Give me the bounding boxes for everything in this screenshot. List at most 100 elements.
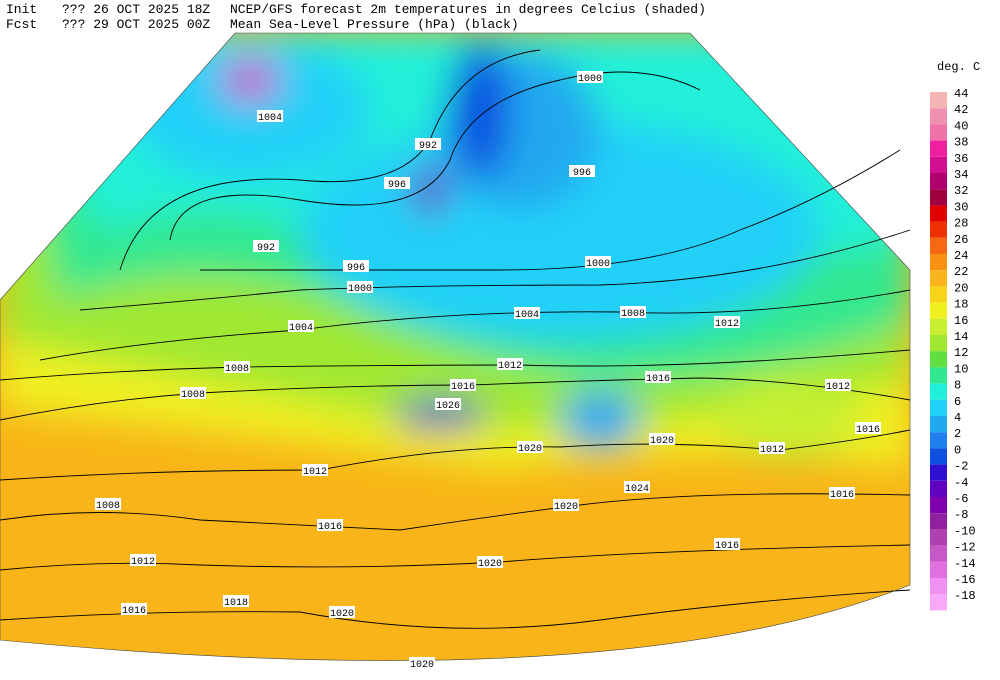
isobar-label: 992	[257, 243, 275, 254]
isobar-label-bg	[585, 256, 611, 268]
isobar-label-bg	[95, 498, 121, 510]
isobar-label-bg	[224, 361, 250, 373]
isobar-label: 1004	[515, 310, 539, 321]
legend-label: -14	[954, 557, 976, 571]
isobar-label: 1012	[303, 467, 327, 478]
isobar-labels: 1000 1004 992 996 996 992 996 1000 1000 1004 1004 1…	[95, 71, 881, 671]
isobar-label: 996	[573, 168, 591, 179]
isobar-label: 1016	[318, 522, 342, 533]
isobar-label-bg	[649, 433, 675, 445]
legend-label: 24	[954, 249, 968, 263]
isobar-label: 1004	[258, 113, 282, 124]
legend-label: 20	[954, 281, 968, 295]
isobar-label-bg	[477, 556, 503, 568]
isobar-label-bg	[517, 441, 543, 453]
fcst-label: Fcst	[6, 17, 37, 32]
isobar-label-bg	[435, 398, 461, 410]
legend-swatch	[930, 367, 947, 384]
legend-label: 40	[954, 119, 968, 133]
legend-label: 38	[954, 136, 968, 150]
legend-swatch	[930, 351, 947, 368]
isobar-label-bg	[409, 657, 435, 669]
isobar-label: 996	[347, 263, 365, 274]
isobar-label: 1016	[646, 374, 670, 385]
isobar-label-bg	[130, 554, 156, 566]
isobar-label-bg	[553, 499, 579, 511]
legend-swatch	[930, 221, 947, 238]
fcst-time: ??? 29 OCT 2025 00Z	[62, 17, 210, 32]
legend-label: 44	[954, 87, 968, 101]
isobar-label-bg	[257, 110, 283, 122]
legend-swatch	[930, 189, 947, 206]
legend-swatch	[930, 594, 947, 611]
isobar-label: 1012	[498, 361, 522, 372]
isobar-label: 1016	[830, 490, 854, 501]
isobar-label-bg	[121, 603, 147, 615]
legend-swatch	[930, 578, 947, 595]
init-time: ??? 26 OCT 2025 18Z	[62, 2, 210, 17]
legend-swatch	[930, 399, 947, 416]
isobar-label: 1026	[436, 401, 460, 412]
legend-swatch	[930, 497, 947, 514]
header-line1: NCEP/GFS forecast 2m temperatures in deg…	[230, 2, 706, 17]
legend-swatch	[930, 270, 947, 287]
legend-swatch	[930, 173, 947, 190]
isobar-label: 1008	[96, 501, 120, 512]
legend: 4442403836343230282624222018161412108642…	[930, 87, 976, 611]
legend-label: -18	[954, 589, 976, 603]
legend-swatch	[930, 108, 947, 125]
isobar-label: 1008	[181, 390, 205, 401]
init-label: Init	[6, 2, 37, 17]
isobar-label: 1018	[224, 598, 248, 609]
legend-label: 32	[954, 184, 968, 198]
isobar-label-bg	[514, 307, 540, 319]
isobar-label-bg	[577, 71, 603, 83]
legend-swatch	[930, 205, 947, 222]
isobar-label: 1020	[410, 660, 434, 671]
isobar-label-bg	[347, 281, 373, 293]
isobar-label: 1024	[625, 484, 649, 495]
legend-label: -10	[954, 524, 976, 538]
legend-label: 26	[954, 233, 968, 247]
legend-label: 16	[954, 314, 968, 328]
isobars	[0, 49, 911, 629]
header-line2: Mean Sea-Level Pressure (hPa) (black)	[230, 17, 519, 32]
isobar-label-bg	[714, 538, 740, 550]
isobar-label: 1004	[289, 323, 313, 334]
isobar-label-bg	[415, 138, 441, 150]
isobar-label-bg	[384, 177, 410, 189]
legend-label: 10	[954, 362, 968, 376]
domain-outline	[0, 32, 911, 661]
isobar-label-bg	[714, 316, 740, 328]
isobar-label-bg	[829, 487, 855, 499]
isobar-label-bg	[569, 165, 595, 177]
isobar-label: 1012	[131, 557, 155, 568]
legend-swatch	[930, 286, 947, 303]
isobar-label: 1020	[650, 436, 674, 447]
isobar-label-bg	[343, 260, 369, 272]
legend-label: 6	[954, 395, 961, 409]
isobar-label-bg	[497, 358, 523, 370]
isobar-label: 1020	[478, 559, 502, 570]
isobar-label-bg	[624, 481, 650, 493]
isobar-label: 1016	[856, 425, 880, 436]
isobar-label: 1020	[330, 609, 354, 620]
legend-swatch	[930, 124, 947, 141]
isobar-label: 996	[388, 180, 406, 191]
legend-label: -6	[954, 492, 968, 506]
legend-swatch	[930, 335, 947, 352]
isobar-label: 1008	[621, 309, 645, 320]
isobar-label-bg	[645, 371, 671, 383]
isobar-label-bg	[302, 464, 328, 476]
legend-swatch	[930, 302, 947, 319]
header-band	[0, 0, 1000, 32]
isobar-label: 1008	[225, 364, 249, 375]
isobar-label-bg	[288, 320, 314, 332]
isobar-label-bg	[855, 422, 881, 434]
legend-label: -16	[954, 573, 976, 587]
legend-label: -8	[954, 508, 968, 522]
isobar-label-bg	[620, 306, 646, 318]
isobar-label: 1020	[554, 502, 578, 513]
